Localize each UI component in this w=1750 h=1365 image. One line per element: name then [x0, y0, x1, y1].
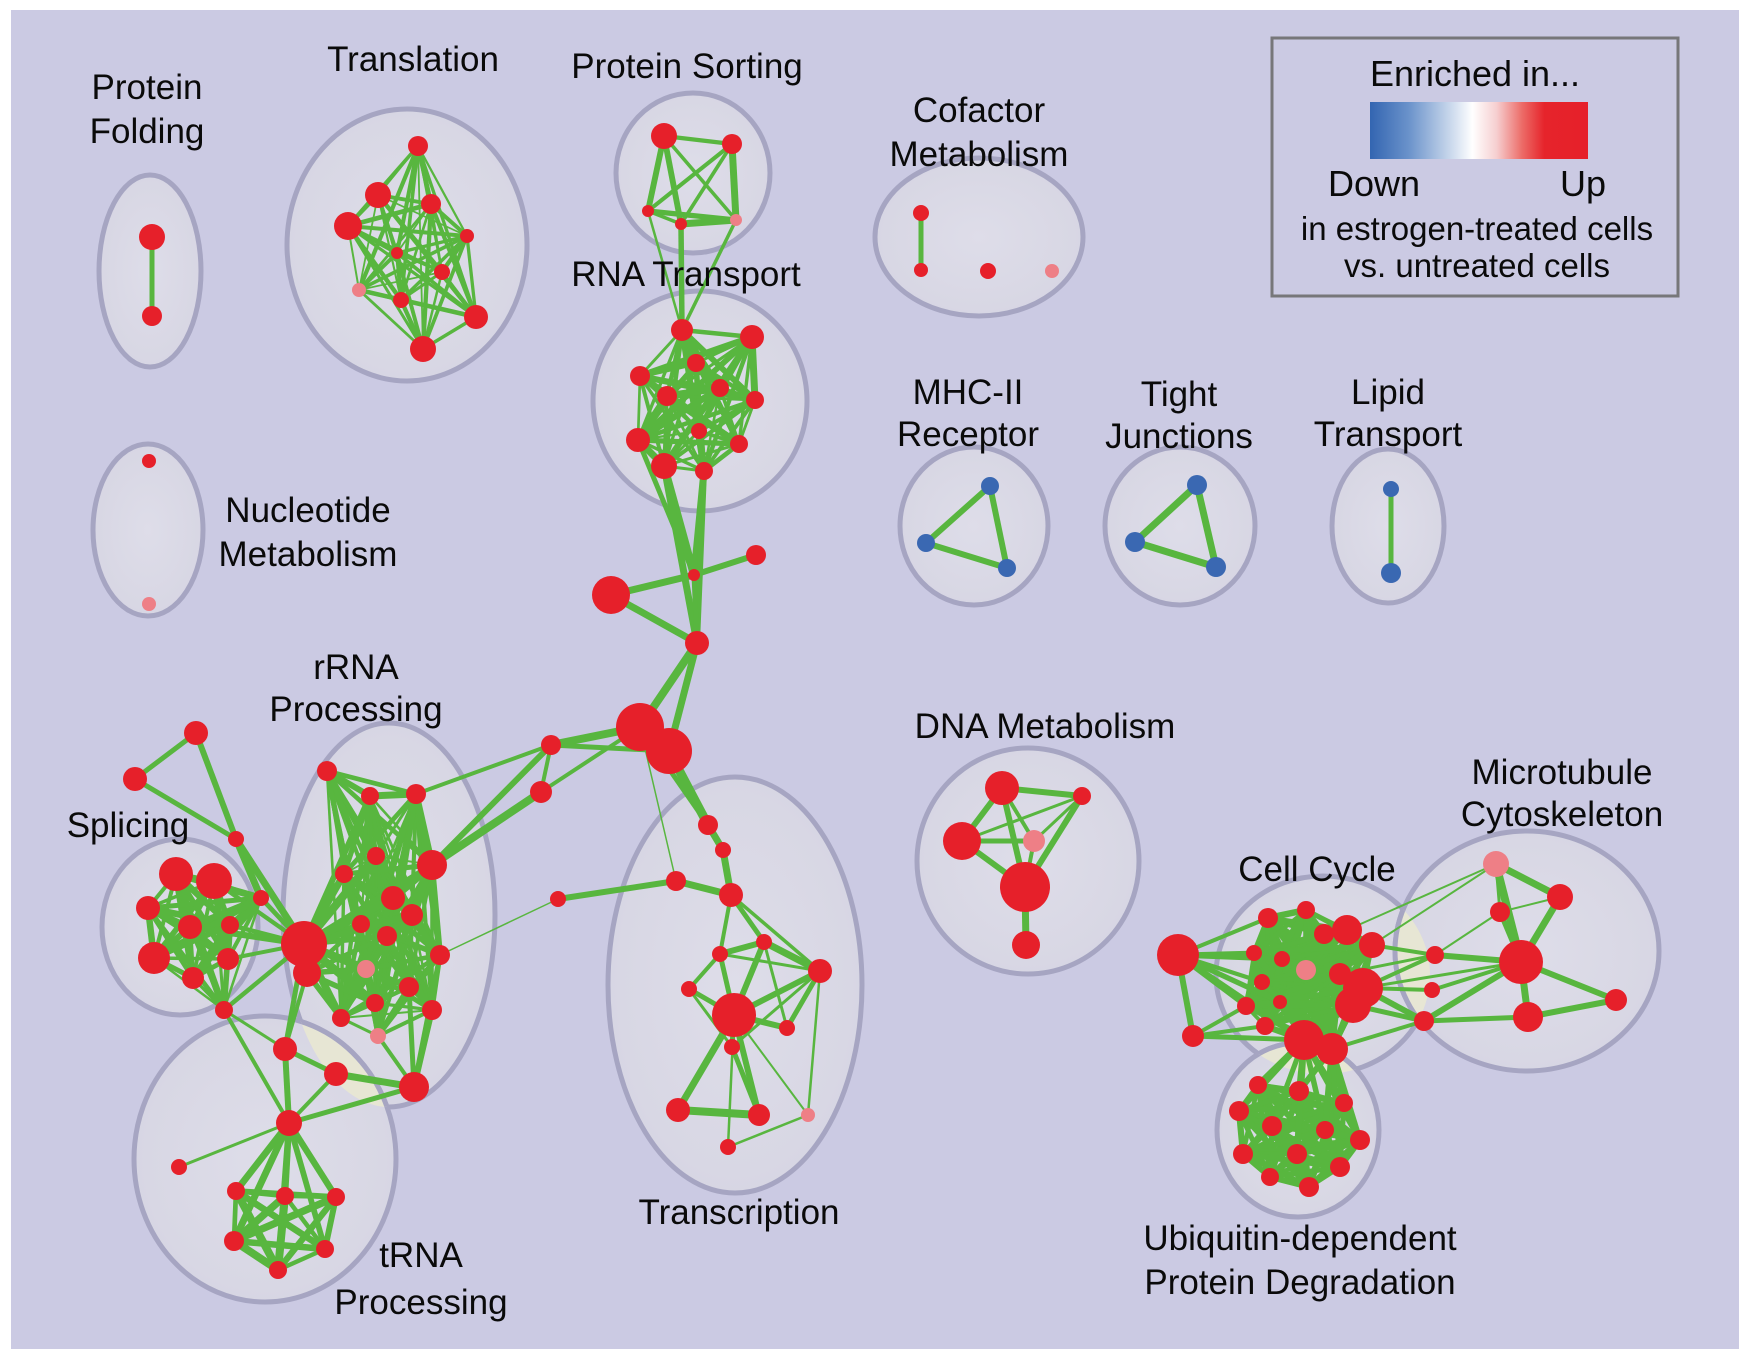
svg-text:Metabolism: Metabolism — [219, 535, 398, 574]
svg-text:Receptor: Receptor — [897, 415, 1039, 454]
svg-text:DNA Metabolism: DNA Metabolism — [915, 707, 1176, 746]
svg-text:Processing: Processing — [334, 1283, 507, 1322]
svg-text:Cytoskeleton: Cytoskeleton — [1461, 795, 1663, 834]
svg-text:Metabolism: Metabolism — [890, 135, 1069, 174]
svg-text:Tight: Tight — [1141, 375, 1218, 414]
svg-text:Microtubule: Microtubule — [1472, 753, 1653, 792]
svg-text:Protein Degradation: Protein Degradation — [1144, 1263, 1455, 1302]
svg-text:Lipid: Lipid — [1351, 373, 1425, 412]
svg-text:Ubiquitin-dependent: Ubiquitin-dependent — [1143, 1219, 1457, 1258]
svg-text:Protein Sorting: Protein Sorting — [571, 47, 803, 86]
svg-text:Folding: Folding — [90, 112, 205, 151]
svg-text:Translation: Translation — [327, 40, 499, 79]
svg-text:in estrogen-treated cells: in estrogen-treated cells — [1301, 210, 1653, 247]
svg-text:Up: Up — [1560, 163, 1606, 204]
svg-text:Down: Down — [1328, 163, 1420, 204]
svg-text:Cofactor: Cofactor — [913, 91, 1046, 130]
svg-text:RNA Transport: RNA Transport — [571, 255, 801, 294]
svg-text:Nucleotide: Nucleotide — [225, 491, 390, 530]
svg-text:Processing: Processing — [269, 690, 442, 729]
svg-text:tRNA: tRNA — [379, 1236, 463, 1275]
svg-text:MHC-II: MHC-II — [913, 373, 1024, 412]
svg-text:vs. untreated cells: vs. untreated cells — [1344, 247, 1610, 284]
svg-text:Protein: Protein — [92, 68, 203, 107]
svg-text:Enriched in...: Enriched in... — [1370, 53, 1580, 94]
svg-text:Transcription: Transcription — [639, 1193, 840, 1232]
svg-text:Transport: Transport — [1314, 415, 1463, 454]
svg-text:rRNA: rRNA — [313, 648, 399, 687]
svg-text:Cell Cycle: Cell Cycle — [1238, 850, 1396, 889]
svg-text:Splicing: Splicing — [67, 806, 190, 845]
svg-text:Junctions: Junctions — [1105, 417, 1253, 456]
